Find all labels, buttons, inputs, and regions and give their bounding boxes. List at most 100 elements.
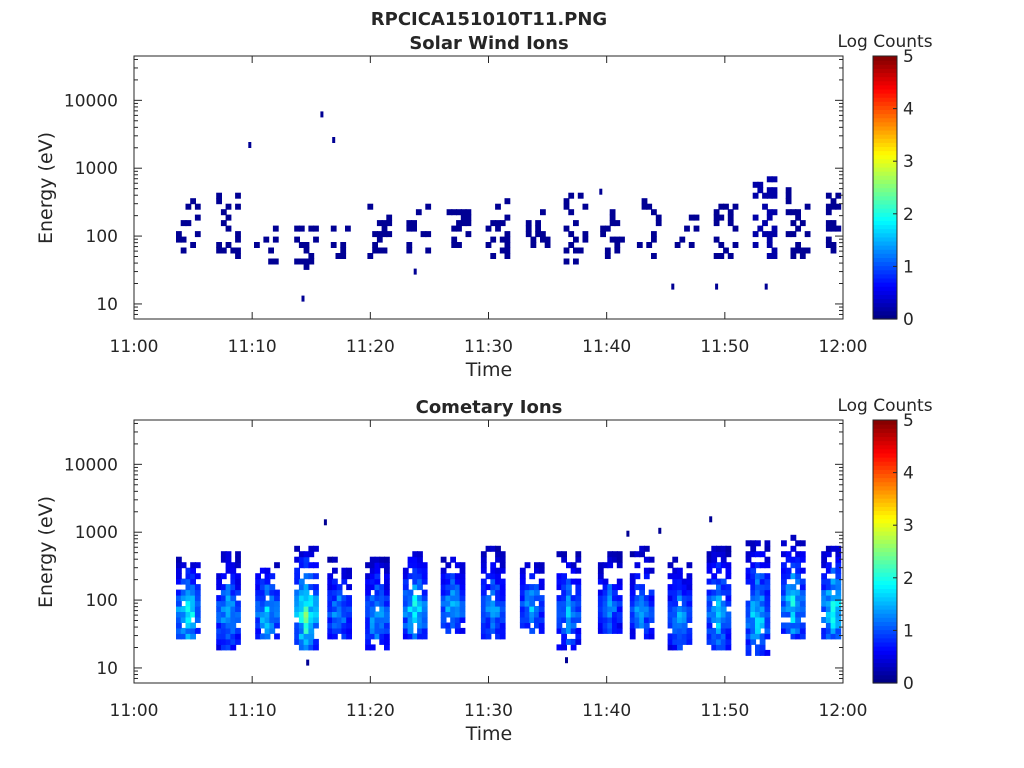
data-cell: [336, 584, 343, 591]
colorbar-segment: [873, 678, 897, 684]
data-cell: [313, 611, 319, 618]
data-cell: [379, 617, 386, 623]
data-cell: [681, 611, 688, 618]
data-cell: [720, 644, 727, 651]
data-cell: [341, 606, 348, 612]
data-cell: [327, 622, 334, 629]
data-cell: [372, 247, 378, 254]
data-cell: [480, 617, 487, 623]
data-cell: [495, 595, 501, 602]
colorbar-segment: [873, 576, 897, 581]
data-cell: [530, 242, 537, 248]
data-cell: [185, 203, 192, 210]
data-cell: [402, 578, 409, 585]
data-cell: [790, 622, 797, 629]
colorbar-segment: [873, 179, 897, 184]
data-cell: [677, 622, 683, 629]
data-cell: [490, 220, 497, 227]
data-cell: [454, 589, 461, 596]
data-cell: [220, 606, 227, 612]
data-cell: [335, 253, 342, 259]
data-cell: [745, 627, 752, 634]
data-cell: [406, 220, 413, 227]
data-cell: [417, 595, 423, 602]
data-cell: [570, 611, 577, 618]
colorbar-segment: [873, 294, 897, 300]
data-cell: [294, 225, 300, 232]
x-tick-label: 11:40: [582, 701, 631, 721]
data-cell: [381, 231, 388, 238]
data-cell: [255, 600, 261, 607]
data-cell: [180, 236, 187, 243]
data-cell: [643, 611, 650, 618]
data-cell: [255, 589, 261, 596]
data-cell: [570, 644, 577, 651]
data-cell: [381, 220, 388, 227]
data-cell: [308, 253, 315, 259]
data-cell: [365, 606, 371, 612]
data-cell: [367, 203, 374, 210]
colorbar-segment: [873, 228, 897, 234]
data-cell: [220, 644, 227, 651]
data-cell: [759, 644, 766, 651]
data-cell: [607, 617, 614, 623]
data-cell: [667, 617, 674, 623]
data-cell: [750, 551, 757, 558]
data-cell: [485, 611, 492, 618]
data-cell: [459, 617, 466, 623]
data-cell: [799, 247, 806, 254]
data-cell: [220, 584, 227, 591]
data-cell: [706, 617, 713, 623]
colorbar-segment: [873, 613, 897, 618]
data-cell: [759, 606, 766, 612]
data-cell: [781, 595, 787, 602]
data-cell: [255, 633, 261, 640]
x-axis: 11:00 11:10 11:20 11:30 11:40 11:50 12:00: [110, 420, 868, 721]
data-cell: [785, 589, 792, 596]
data-cell: [412, 562, 419, 569]
data-cell: [672, 556, 679, 563]
data-cell: [332, 567, 338, 574]
colorbar-segment: [873, 117, 897, 123]
data-cell: [230, 638, 237, 645]
data-cell: [190, 567, 196, 574]
data-cell: [716, 644, 722, 651]
data-cell: [781, 611, 787, 618]
y-axis-label: Energy (eV): [35, 132, 57, 244]
data-cell: [264, 600, 271, 607]
data-cell: [225, 225, 232, 232]
data-cell: [612, 589, 618, 596]
data-cell: [406, 242, 413, 248]
data-cell: [412, 633, 419, 640]
data-cell: [417, 611, 423, 618]
colorbar-tick-label: 4: [903, 100, 914, 120]
colorbar-segment: [873, 563, 897, 569]
data-cell: [750, 611, 757, 618]
data-cell: [336, 617, 343, 623]
data-cell: [795, 214, 801, 221]
data-cell: [308, 611, 315, 618]
data-cell: [597, 578, 604, 585]
data-cell: [332, 578, 338, 585]
data-cell: [225, 584, 232, 591]
data-cell: [190, 242, 196, 248]
data-cell: [658, 527, 662, 534]
data-cell: [499, 617, 506, 623]
colorbar-segment: [873, 465, 897, 470]
data-cell: [688, 242, 695, 248]
data-cell: [346, 622, 352, 629]
colorbar-segment: [873, 432, 897, 438]
data-cell: [445, 611, 452, 618]
data-cell: [716, 562, 722, 569]
data-cell: [716, 578, 722, 585]
data-cell: [365, 617, 371, 623]
data-cell: [597, 622, 604, 629]
data-cell: [681, 595, 688, 602]
data-cell: [711, 611, 718, 618]
data-cell: [614, 236, 621, 243]
data-cell: [230, 589, 237, 596]
data-cell: [456, 209, 462, 216]
data-cell: [298, 617, 305, 623]
data-cell: [648, 600, 655, 607]
data-cell: [346, 600, 352, 607]
